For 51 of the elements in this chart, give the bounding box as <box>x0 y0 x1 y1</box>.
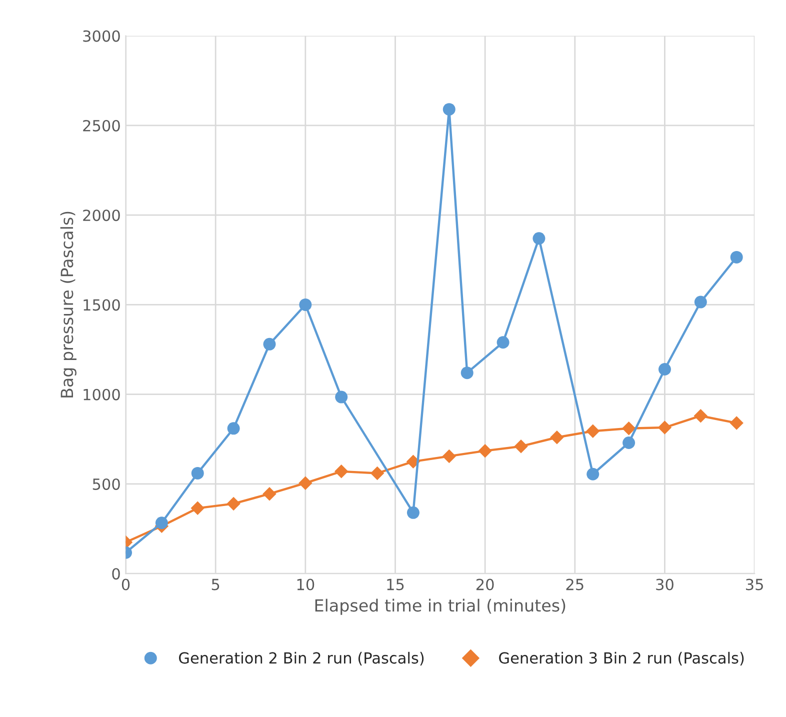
point <box>226 496 240 511</box>
point <box>406 454 420 468</box>
point <box>514 439 528 454</box>
point <box>622 436 636 449</box>
point <box>298 476 312 490</box>
x-tick-label: 10 <box>297 578 314 590</box>
point <box>335 390 348 404</box>
x-tick-label: 5 <box>212 578 220 590</box>
point <box>155 516 168 530</box>
x-tick-label: 35 <box>746 578 763 590</box>
point <box>586 424 600 438</box>
point <box>442 103 456 116</box>
x-tick-label: 20 <box>476 578 494 590</box>
point <box>730 416 744 430</box>
point <box>658 420 672 434</box>
y-tick-label: 2500 <box>83 120 120 132</box>
y-tick-label: 2000 <box>83 210 120 222</box>
point <box>262 486 276 501</box>
point <box>190 501 204 516</box>
y-tick-label: 500 <box>92 478 120 490</box>
point <box>550 430 564 444</box>
legend-label: Generation 3 Bin 2 run (Pascals) <box>499 652 744 666</box>
point <box>334 464 348 478</box>
y-tick-label: 3000 <box>83 30 120 42</box>
point <box>227 422 240 435</box>
y-tick-label: 0 <box>112 568 120 580</box>
x-tick-label: 15 <box>387 578 404 590</box>
x-axis-title: Elapsed time in trial (minutes) <box>315 598 566 615</box>
point <box>694 296 707 308</box>
x-tick-label: 30 <box>656 578 674 590</box>
y-axis-title: Bag pressure (Pascals) <box>60 212 76 398</box>
point <box>496 336 510 349</box>
y-tick-label: 1000 <box>84 388 120 400</box>
point <box>191 466 204 480</box>
point <box>532 232 546 245</box>
x-tick-label: 0 <box>122 578 130 590</box>
y-tick-label: 1500 <box>84 299 120 311</box>
point <box>658 363 671 376</box>
point <box>694 408 708 423</box>
x-tick-label: 25 <box>566 578 584 590</box>
point <box>460 366 474 380</box>
point <box>586 468 600 480</box>
point <box>478 444 492 458</box>
point <box>406 506 420 519</box>
legend-label: Generation 2 Bin 2 run (Pascals) <box>179 652 424 666</box>
point <box>730 250 743 264</box>
point <box>299 298 312 311</box>
point <box>622 422 636 436</box>
point <box>263 338 276 350</box>
point <box>442 449 456 464</box>
point <box>370 466 384 480</box>
